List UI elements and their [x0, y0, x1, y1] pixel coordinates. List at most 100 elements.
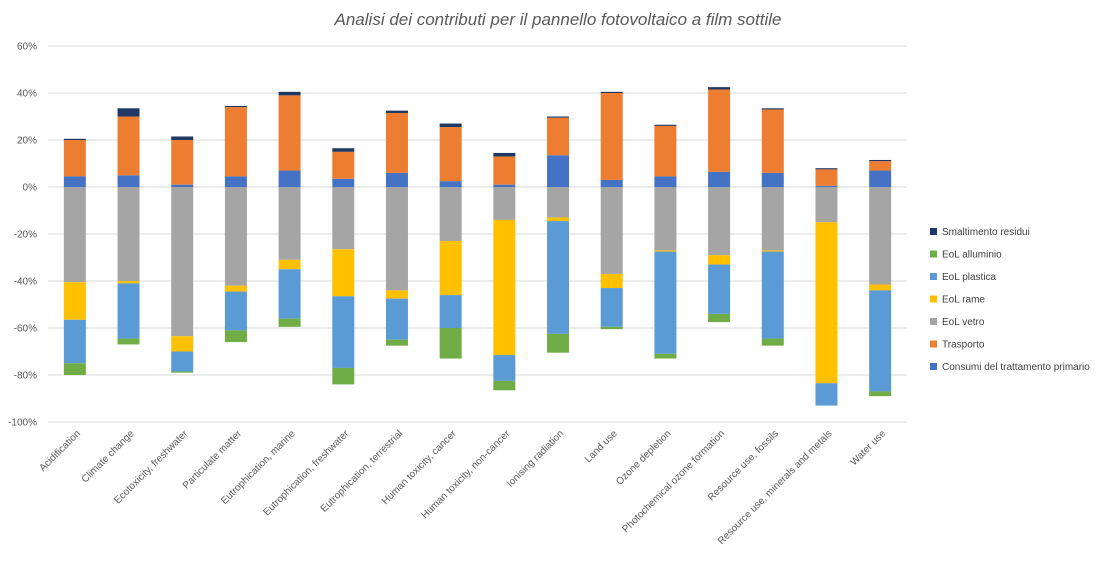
y-tick-label: 40% [17, 89, 37, 100]
legend-label: EoL plastica [942, 272, 997, 283]
bar-segment [547, 187, 570, 218]
bar-segment [332, 249, 355, 297]
bar-segment [385, 187, 408, 291]
bar-segment [600, 273, 623, 289]
bar-segment [224, 176, 247, 187]
bar-segment [654, 251, 677, 354]
bar-segment [171, 351, 194, 372]
bar-segment [171, 371, 194, 373]
bar-segment [708, 255, 731, 265]
bar-segment [815, 185, 838, 187]
legend-item: EoL plastica [930, 272, 997, 283]
legend-item: Smaltimento residui [930, 227, 1030, 238]
bar-segment [654, 176, 677, 187]
x-tick-label: Photochemical ozone formation [620, 428, 727, 535]
bar-segment [63, 319, 86, 364]
y-axis-ticks: 60% 40% 20% 0% -20% -40% -60% -80% -100% [8, 42, 37, 429]
bar-segment [385, 110, 408, 113]
bar-segment [63, 187, 86, 283]
legend-item: EoL rame [930, 295, 985, 306]
legend-swatch [930, 295, 937, 303]
legend-swatch [930, 318, 937, 325]
bars [63, 87, 892, 406]
bar-segment [117, 283, 140, 339]
x-tick-label: Ozone depletion [614, 428, 673, 487]
bar-segment [761, 251, 784, 339]
bar-segment [224, 187, 247, 286]
y-tick-label: -80% [14, 371, 37, 382]
bar-segment [708, 264, 731, 314]
bar-segment [117, 175, 140, 187]
bar-segment [761, 108, 784, 110]
bar-segment [493, 184, 516, 187]
legend-label: EoL vetro [942, 317, 985, 328]
bar-segment [171, 140, 194, 185]
legend-label: EoL rame [942, 295, 985, 306]
bar-segment [63, 176, 86, 187]
bar-segment [547, 221, 570, 334]
legend-item: EoL alluminio [930, 250, 1002, 261]
x-tick-label: Ionising radiation [505, 428, 566, 489]
bar-segment [600, 179, 623, 187]
bar-segment [815, 169, 838, 186]
bar-segment [654, 250, 677, 252]
bar-segment [439, 241, 462, 296]
y-tick-label: -60% [14, 324, 37, 335]
bar-segment [439, 127, 462, 182]
x-tick-label: Water use [849, 428, 889, 468]
bar-segment [278, 318, 301, 327]
x-tick-label: Acidification [37, 428, 83, 474]
bar-segment [439, 295, 462, 328]
bar-segment [600, 288, 623, 327]
y-tick-label: 20% [17, 136, 37, 147]
bar-segment [761, 172, 784, 187]
bar-segment [547, 117, 570, 156]
bar-segment [869, 284, 892, 291]
bar-segment [815, 168, 838, 170]
legend-swatch [930, 340, 937, 348]
y-tick-label: -40% [14, 277, 37, 288]
bar-segment [171, 187, 194, 337]
bar-segment [63, 138, 86, 140]
legend-item: Trasporto [930, 340, 985, 351]
bar-segment [493, 355, 516, 381]
chart-title: Analisi dei contributi per il pannello f… [334, 10, 782, 29]
bar-segment [332, 367, 355, 385]
bar-segment [493, 187, 516, 220]
bar-segment [547, 333, 570, 353]
bar-segment [654, 353, 677, 359]
bar-segment [332, 178, 355, 187]
bar-segment [117, 116, 140, 176]
bar-segment [117, 187, 140, 281]
bar-segment [761, 109, 784, 173]
legend-swatch [930, 363, 937, 370]
legend-item: Consumi del trattamento primario [930, 362, 1090, 373]
bar-segment [278, 187, 301, 260]
bar-segment [385, 172, 408, 187]
bar-segment [224, 105, 247, 108]
bar-segment [869, 161, 892, 171]
y-tick-label: -20% [14, 230, 37, 241]
bar-segment [385, 112, 408, 173]
bar-segment [332, 151, 355, 179]
bar-segment [224, 330, 247, 343]
legend-label: Consumi del trattamento primario [942, 362, 1090, 373]
y-tick-label: 0% [23, 183, 38, 194]
legend-swatch [930, 250, 937, 258]
bar-segment [493, 219, 516, 356]
bar-segment [815, 383, 838, 406]
bar-segment [439, 181, 462, 188]
bar-segment [654, 187, 677, 251]
bar-segment [761, 250, 784, 252]
y-tick-label: -100% [8, 418, 37, 429]
bar-segment [815, 222, 838, 384]
bar-segment [332, 148, 355, 152]
legend-label: EoL alluminio [942, 250, 1002, 261]
x-tick-label: Eutrophication, freshwater [261, 428, 351, 518]
bar-segment [439, 123, 462, 128]
bar-segment [547, 155, 570, 187]
bar-segment [654, 125, 677, 177]
bar-segment [224, 285, 247, 292]
bar-segment [600, 91, 623, 93]
